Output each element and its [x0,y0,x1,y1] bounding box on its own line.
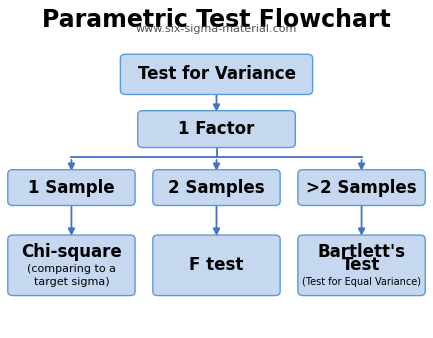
Text: Test for Variance: Test for Variance [138,65,295,83]
FancyBboxPatch shape [8,170,135,206]
FancyBboxPatch shape [153,170,280,206]
Text: Bartlett's: Bartlett's [317,243,406,262]
FancyBboxPatch shape [153,235,280,295]
FancyBboxPatch shape [120,54,313,95]
Text: 1 Sample: 1 Sample [28,178,115,197]
FancyBboxPatch shape [138,111,295,147]
Text: >2 Samples: >2 Samples [306,178,417,197]
FancyBboxPatch shape [8,235,135,295]
Text: Test: Test [343,256,381,274]
Text: Parametric Test Flowchart: Parametric Test Flowchart [42,8,391,32]
Text: (Test for Equal Variance): (Test for Equal Variance) [302,276,421,287]
Text: Chi-square: Chi-square [21,243,122,262]
Text: target sigma): target sigma) [34,276,109,287]
FancyBboxPatch shape [298,235,425,295]
Text: 1 Factor: 1 Factor [178,120,255,138]
Text: www.six-sigma-material.com: www.six-sigma-material.com [136,24,297,34]
FancyBboxPatch shape [298,170,425,206]
Text: F test: F test [189,256,244,274]
Text: 2 Samples: 2 Samples [168,178,265,197]
Text: (comparing to a: (comparing to a [27,264,116,274]
